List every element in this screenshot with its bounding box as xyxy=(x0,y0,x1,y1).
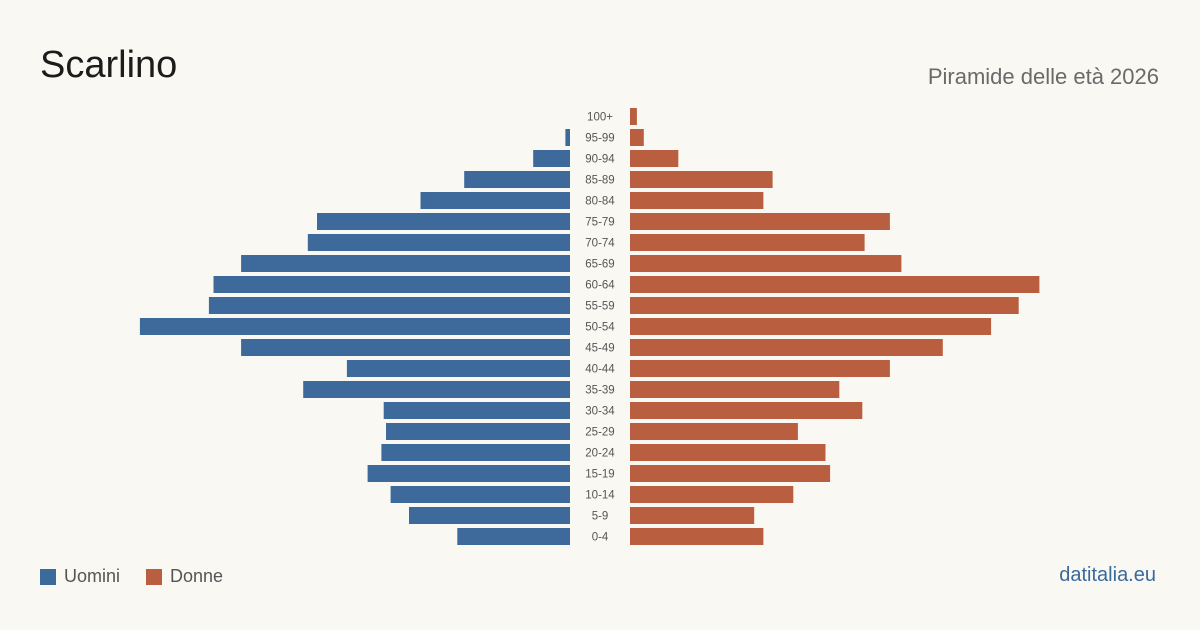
age-label-90-94: 90-94 xyxy=(585,154,615,166)
legend-label-men: Uomini xyxy=(64,566,121,586)
bar-men-65-69 xyxy=(241,255,570,272)
bar-women-15-19 xyxy=(630,465,831,482)
age-label-80-84: 80-84 xyxy=(585,196,615,208)
bar-women-45-49 xyxy=(630,339,943,356)
bar-men-40-44 xyxy=(346,360,570,377)
age-label-95-99: 95-99 xyxy=(585,133,614,145)
bar-men-75-79 xyxy=(317,213,570,230)
bar-women-90-94 xyxy=(630,150,679,167)
legend-label-women: Donne xyxy=(170,566,224,586)
bar-men-80-84 xyxy=(420,192,570,209)
age-label-0-4: 0-4 xyxy=(592,532,609,544)
legend-swatch-women xyxy=(146,568,163,585)
bar-women-100+ xyxy=(630,108,637,125)
legend: Uomini Donne xyxy=(40,566,249,587)
bar-men-5-9 xyxy=(409,507,570,524)
age-label-65-69: 65-69 xyxy=(585,259,614,271)
age-label-10-14: 10-14 xyxy=(585,490,615,502)
bar-women-60-64 xyxy=(630,276,1040,293)
age-label-30-34: 30-34 xyxy=(585,406,615,418)
bar-women-35-39 xyxy=(630,381,840,398)
age-label-50-54: 50-54 xyxy=(585,322,615,334)
bar-men-25-29 xyxy=(386,423,570,440)
age-label-20-24: 20-24 xyxy=(585,448,615,460)
bar-men-50-54 xyxy=(139,318,570,335)
bar-women-50-54 xyxy=(630,318,992,335)
bar-women-40-44 xyxy=(630,360,890,377)
bar-women-0-4 xyxy=(630,528,764,545)
age-label-60-64: 60-64 xyxy=(585,280,615,292)
bar-men-45-49 xyxy=(241,339,570,356)
bar-women-10-14 xyxy=(630,486,794,503)
legend-item-women: Donne xyxy=(146,566,223,587)
age-label-25-29: 25-29 xyxy=(585,427,614,439)
bar-men-10-14 xyxy=(390,486,570,503)
chart-title: Scarlino xyxy=(40,44,178,86)
age-label-75-79: 75-79 xyxy=(585,217,614,229)
age-label-35-39: 35-39 xyxy=(585,385,614,397)
bar-women-95-99 xyxy=(630,129,644,146)
age-label-45-49: 45-49 xyxy=(585,343,614,355)
bar-women-25-29 xyxy=(630,423,798,440)
bar-women-85-89 xyxy=(630,171,773,188)
legend-swatch-men xyxy=(40,568,56,585)
bar-men-20-24 xyxy=(381,444,570,461)
bar-women-75-79 xyxy=(630,213,890,230)
bar-men-85-89 xyxy=(464,171,570,188)
bar-women-65-69 xyxy=(630,255,902,272)
bar-men-30-34 xyxy=(383,402,570,419)
bar-women-20-24 xyxy=(630,444,826,461)
bar-men-55-59 xyxy=(208,297,570,314)
bar-women-80-84 xyxy=(630,192,764,209)
age-label-70-74: 70-74 xyxy=(585,238,615,250)
bar-women-30-34 xyxy=(630,402,863,419)
chart-subtitle: Piramide delle età 2026 xyxy=(927,64,1159,89)
bar-men-95-99 xyxy=(565,129,570,146)
bar-men-0-4 xyxy=(457,528,570,545)
bar-women-5-9 xyxy=(630,507,755,524)
age-label-100+: 100+ xyxy=(587,112,613,124)
age-label-15-19: 15-19 xyxy=(585,469,614,481)
bar-men-90-94 xyxy=(533,150,570,167)
bar-women-55-59 xyxy=(630,297,1019,314)
bar-women-70-74 xyxy=(630,234,865,251)
legend-item-men: Uomini xyxy=(40,566,120,587)
source-link[interactable]: datitalia.eu xyxy=(1059,564,1156,586)
bar-men-60-64 xyxy=(213,276,570,293)
age-label-85-89: 85-89 xyxy=(585,175,614,187)
bar-men-15-19 xyxy=(367,465,570,482)
age-label-40-44: 40-44 xyxy=(585,364,615,376)
bar-men-35-39 xyxy=(303,381,570,398)
age-label-5-9: 5-9 xyxy=(592,511,609,523)
age-label-55-59: 55-59 xyxy=(585,301,614,313)
bar-men-70-74 xyxy=(307,234,570,251)
